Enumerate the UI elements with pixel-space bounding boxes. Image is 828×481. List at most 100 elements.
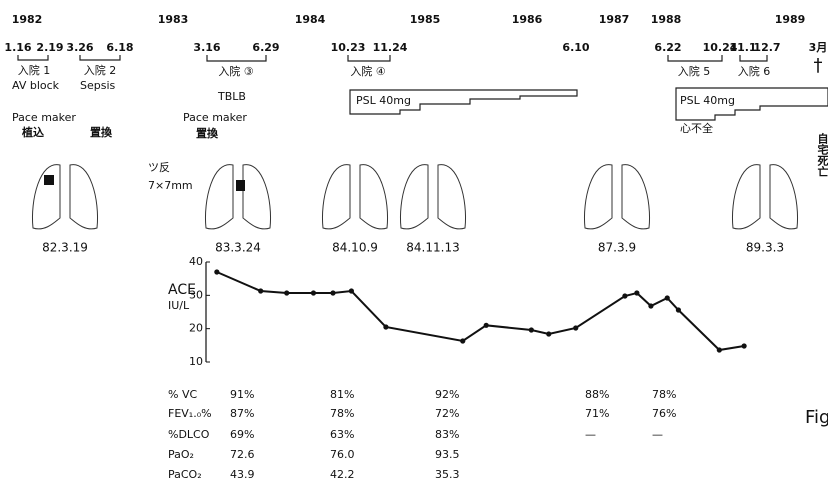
pacemaker-label: Pace maker xyxy=(183,111,247,124)
ace-point xyxy=(634,290,639,295)
bracket xyxy=(740,55,767,61)
lung-date: 84.10.9 xyxy=(332,241,378,255)
y-tick-label: 40 xyxy=(189,255,203,268)
cell: 71% xyxy=(585,407,609,420)
bracket xyxy=(207,55,266,61)
ace-point xyxy=(529,327,534,332)
cell: — xyxy=(585,428,596,441)
death-month: 3月 xyxy=(809,41,828,54)
heart-failure: 心不全 xyxy=(680,121,713,135)
figure-label: Fig xyxy=(805,407,828,428)
note: AV block xyxy=(12,79,60,92)
year-label: 1987 xyxy=(599,13,630,26)
ace-point xyxy=(742,343,747,348)
date: 6.18 xyxy=(106,41,133,54)
pacemaker-action: 植込 xyxy=(21,125,44,139)
cell: 78% xyxy=(330,407,354,420)
cell: 83% xyxy=(435,428,459,441)
lesion xyxy=(236,180,245,191)
bracket xyxy=(18,55,48,60)
cell: 43.9 xyxy=(230,468,255,481)
cell: 93.5 xyxy=(435,448,460,461)
lung-date: 84.11.13 xyxy=(406,241,459,255)
date: 12.7 xyxy=(753,41,780,54)
bracket xyxy=(668,55,722,61)
ace-point xyxy=(383,324,388,329)
note: TBLB xyxy=(217,90,246,103)
note: Sepsis xyxy=(80,79,116,92)
death-mark: † xyxy=(814,55,823,76)
cell: 63% xyxy=(330,428,354,441)
timeline: 1.16 2.19 入院 1 AV block 3.26 6.18 入院 2 S… xyxy=(4,41,828,428)
lung-drawing xyxy=(205,165,270,229)
year-label: 1983 xyxy=(158,13,189,26)
admission-label: 入院 6 xyxy=(738,64,771,78)
row-label: FEV₁.₀% xyxy=(168,407,212,420)
cell: 72% xyxy=(435,407,459,420)
year-label: 1982 xyxy=(12,13,43,26)
row-label: PaCO₂ xyxy=(168,468,202,481)
death-text: 自宅死亡 xyxy=(816,132,828,177)
ace-point xyxy=(676,307,681,312)
cell: 72.6 xyxy=(230,448,255,461)
y-axis-title: ACE xyxy=(168,282,196,298)
cell: 91% xyxy=(230,388,254,401)
date: 3.26 xyxy=(66,41,93,54)
date: 6.10 xyxy=(562,41,589,54)
admission-label: 入院 ④ xyxy=(350,64,385,78)
bracket xyxy=(348,55,390,61)
admission-label: 入院 2 xyxy=(84,63,117,77)
ace-point xyxy=(622,293,627,298)
cell: 81% xyxy=(330,388,354,401)
date: 6.29 xyxy=(252,41,279,54)
cell: 88% xyxy=(585,388,609,401)
row-label: PaO₂ xyxy=(168,448,194,461)
lung-drawing xyxy=(400,165,465,229)
admission-label: 入院 1 xyxy=(18,63,51,77)
cell: — xyxy=(652,428,663,441)
psl-label: PSL 40mg xyxy=(356,94,411,107)
tuberculin-result: 7×7mm xyxy=(148,179,193,192)
ace-point xyxy=(214,269,219,274)
ace-point xyxy=(258,288,263,293)
row-label: % VC xyxy=(168,388,197,401)
year-label: 1985 xyxy=(410,13,441,26)
ace-point xyxy=(311,290,316,295)
pacemaker-label: Pace maker xyxy=(12,111,76,124)
row-label: %DLCO xyxy=(168,428,210,441)
ace-point xyxy=(546,331,551,336)
cell: 42.2 xyxy=(330,468,355,481)
cell: 78% xyxy=(652,388,676,401)
ace-point xyxy=(573,325,578,330)
admission-label: 入院 5 xyxy=(678,64,711,78)
lung-drawing xyxy=(322,165,387,229)
cell: 69% xyxy=(230,428,254,441)
psl-label: PSL 40mg xyxy=(680,94,735,107)
year-label: 1986 xyxy=(512,13,543,26)
tuberculin-label: ツ反 xyxy=(148,161,170,174)
y-tick-label: 20 xyxy=(189,322,203,335)
lung-date: 82.3.19 xyxy=(42,241,88,255)
ace-line xyxy=(217,272,744,350)
date: 1.16 xyxy=(4,41,31,54)
y-tick-label: 10 xyxy=(189,355,203,368)
ace-point xyxy=(484,323,489,328)
pacemaker-action: 置換 xyxy=(90,125,113,139)
y-axis-unit: IU/L xyxy=(168,299,190,312)
year-label: 1984 xyxy=(295,13,326,26)
cell: 76.0 xyxy=(330,448,355,461)
lung-date: 89.3.3 xyxy=(746,241,784,255)
lung-date: 83.3.24 xyxy=(215,241,261,255)
lung-drawing xyxy=(32,165,97,229)
date: 6.22 xyxy=(654,41,681,54)
cell: 92% xyxy=(435,388,459,401)
ace-point xyxy=(330,290,335,295)
clinical-course-figure: 1.16 2.19 入院 1 AV block 3.26 6.18 入院 2 S… xyxy=(0,0,828,481)
lung-drawing xyxy=(732,165,797,229)
admission-label: 入院 ③ xyxy=(218,64,253,78)
date: 2.19 xyxy=(36,41,63,54)
date: 10.23 xyxy=(331,41,366,54)
ace-point xyxy=(349,288,354,293)
bracket xyxy=(80,55,120,60)
date: 11.24 xyxy=(373,41,408,54)
